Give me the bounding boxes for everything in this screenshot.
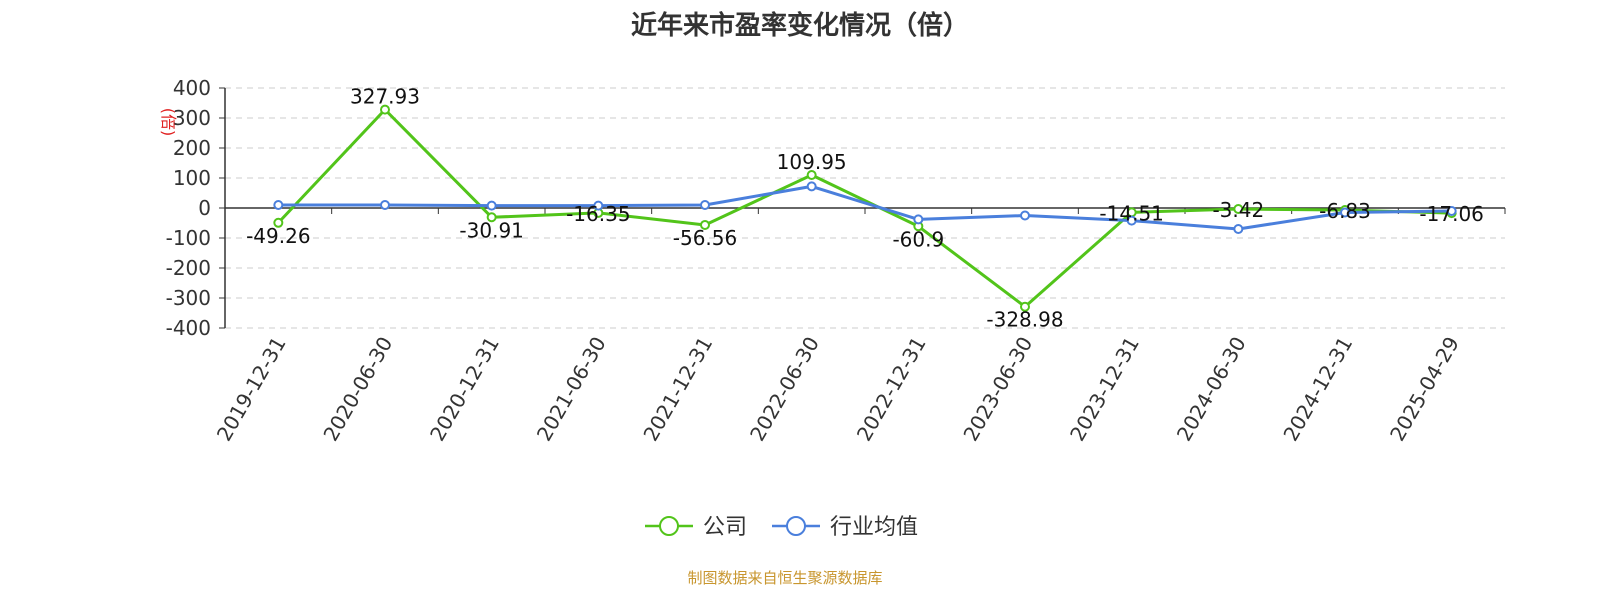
data-point	[1020, 210, 1030, 221]
x-tick-label: 2021-06-30	[532, 333, 611, 446]
y-tick-label: -100	[166, 226, 211, 250]
data-label: -6.83	[1319, 199, 1371, 223]
data-point	[273, 217, 284, 228]
data-point	[1233, 224, 1244, 234]
legend-label-0: 公司	[703, 515, 747, 540]
data-point	[1233, 204, 1244, 215]
series-line-1	[278, 184, 1452, 231]
y-tick-label: -400	[166, 316, 211, 340]
data-point	[806, 181, 817, 192]
data-point	[1126, 215, 1137, 226]
data-label: -56.56	[673, 226, 737, 250]
gridlines	[225, 87, 1505, 329]
data-point	[913, 214, 924, 225]
y-tick-label: -300	[166, 286, 211, 310]
data-label: -49.26	[246, 224, 310, 248]
data-point	[380, 200, 390, 210]
x-tick-label: 2023-12-31	[1065, 333, 1144, 446]
x-axis: 2019-12-31 2020-06-30 2020-12-31 2021-06-30…	[212, 207, 1506, 446]
y-axis-unit-label: (倍)	[159, 108, 178, 137]
data-label: -14.51	[1099, 201, 1163, 225]
data-label: -3.42	[1212, 198, 1264, 222]
data-point	[486, 212, 497, 223]
data-point	[593, 200, 604, 211]
series-points	[273, 104, 1457, 312]
x-tick-label: 2022-06-30	[745, 333, 824, 446]
legend-label-1: 行业均值	[830, 515, 918, 540]
data-label: -30.91	[459, 218, 523, 242]
legend-marker-0	[659, 516, 679, 536]
data-label: -328.98	[986, 308, 1063, 332]
data-label: -16.35	[566, 202, 630, 226]
y-axis: 400 300 200 100 0 -100 -200 -300 -400	[166, 76, 226, 340]
y-tick-label: 300	[173, 106, 211, 130]
x-tick-label: 2020-06-30	[318, 333, 397, 446]
data-point	[1020, 301, 1030, 312]
legend-marker-1	[786, 516, 806, 536]
x-tick-label: 2024-12-31	[1278, 333, 1357, 446]
y-tick-label: 100	[173, 166, 211, 190]
x-tick-label: 2021-12-31	[638, 333, 717, 446]
y-tick-label: -200	[166, 256, 211, 280]
series-lines	[277, 108, 1452, 309]
data-point	[700, 200, 710, 210]
x-tick-label: 2019-12-31	[212, 333, 291, 446]
y-tick-label: 200	[173, 136, 211, 160]
x-tick-label: 2022-12-31	[852, 332, 931, 445]
chart-title: 近年来市盈率变化情况（倍）	[631, 10, 969, 41]
x-tick-label: 2025-04-29	[1385, 333, 1464, 446]
y-tick-label: 400	[173, 76, 211, 100]
y-tick-label: 0	[198, 196, 211, 220]
data-point	[486, 200, 497, 211]
x-tick-label: 2023-06-30	[958, 333, 1037, 446]
source-note: 制图数据来自恒生聚源数据库	[687, 569, 882, 587]
x-tick-label: 2020-12-31	[425, 332, 504, 445]
x-tick-label: 2024-06-30	[1172, 333, 1251, 446]
legend: 公司 行业均值	[645, 515, 918, 540]
series-line-0	[277, 108, 1452, 309]
data-point	[806, 170, 817, 181]
data-label: -17.06	[1419, 202, 1483, 226]
data-point	[1340, 207, 1350, 218]
data-label: 327.93	[350, 85, 420, 109]
data-point	[1446, 206, 1457, 216]
data-point	[380, 104, 390, 115]
data-point	[700, 219, 710, 230]
data-point	[273, 200, 284, 210]
data-label: 109.95	[777, 150, 847, 174]
data-labels: -49.26 327.93 -30.91 -16.35 -56.56 109.95 -60.…	[246, 85, 1484, 332]
data-label: -60.9	[892, 227, 944, 251]
